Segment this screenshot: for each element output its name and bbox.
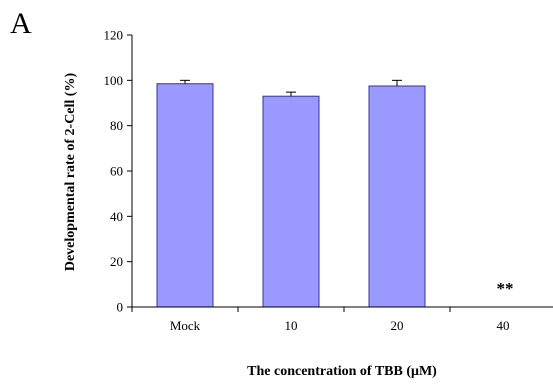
error-bars-group <box>180 79 402 97</box>
bars-group <box>156 83 426 308</box>
x-tick-label: 20 <box>391 318 404 333</box>
x-ticks-group: Mock 10 20 40 <box>131 307 510 333</box>
panel-label: A <box>10 7 32 40</box>
significance-annotation: ** <box>497 279 514 298</box>
y-tick-label: 20 <box>110 254 123 269</box>
y-tick-label: 100 <box>104 73 124 88</box>
y-tick-label: 40 <box>110 209 123 224</box>
bar <box>368 85 426 308</box>
y-tick-label: 80 <box>110 118 123 133</box>
y-axis-title: Developmental rate of 2-Cell (%) <box>63 73 78 272</box>
y-tick-label: 120 <box>104 28 124 43</box>
annotations-group: ** <box>497 279 514 298</box>
bar <box>262 95 320 308</box>
y-ticks-group: 0 20 40 60 80 100 120 <box>104 28 132 315</box>
x-tick-label: Mock <box>170 318 201 333</box>
y-tick-label: 60 <box>110 164 123 179</box>
bar <box>156 83 214 308</box>
x-axis-title: The concentration of TBB (μM) <box>247 364 437 379</box>
x-tick-label: 10 <box>285 318 298 333</box>
y-tick-label: 0 <box>117 300 124 315</box>
x-tick-label: 40 <box>497 318 510 333</box>
plot-area: 0 20 40 60 80 100 120 Mock 10 20 40 ** <box>104 28 553 333</box>
